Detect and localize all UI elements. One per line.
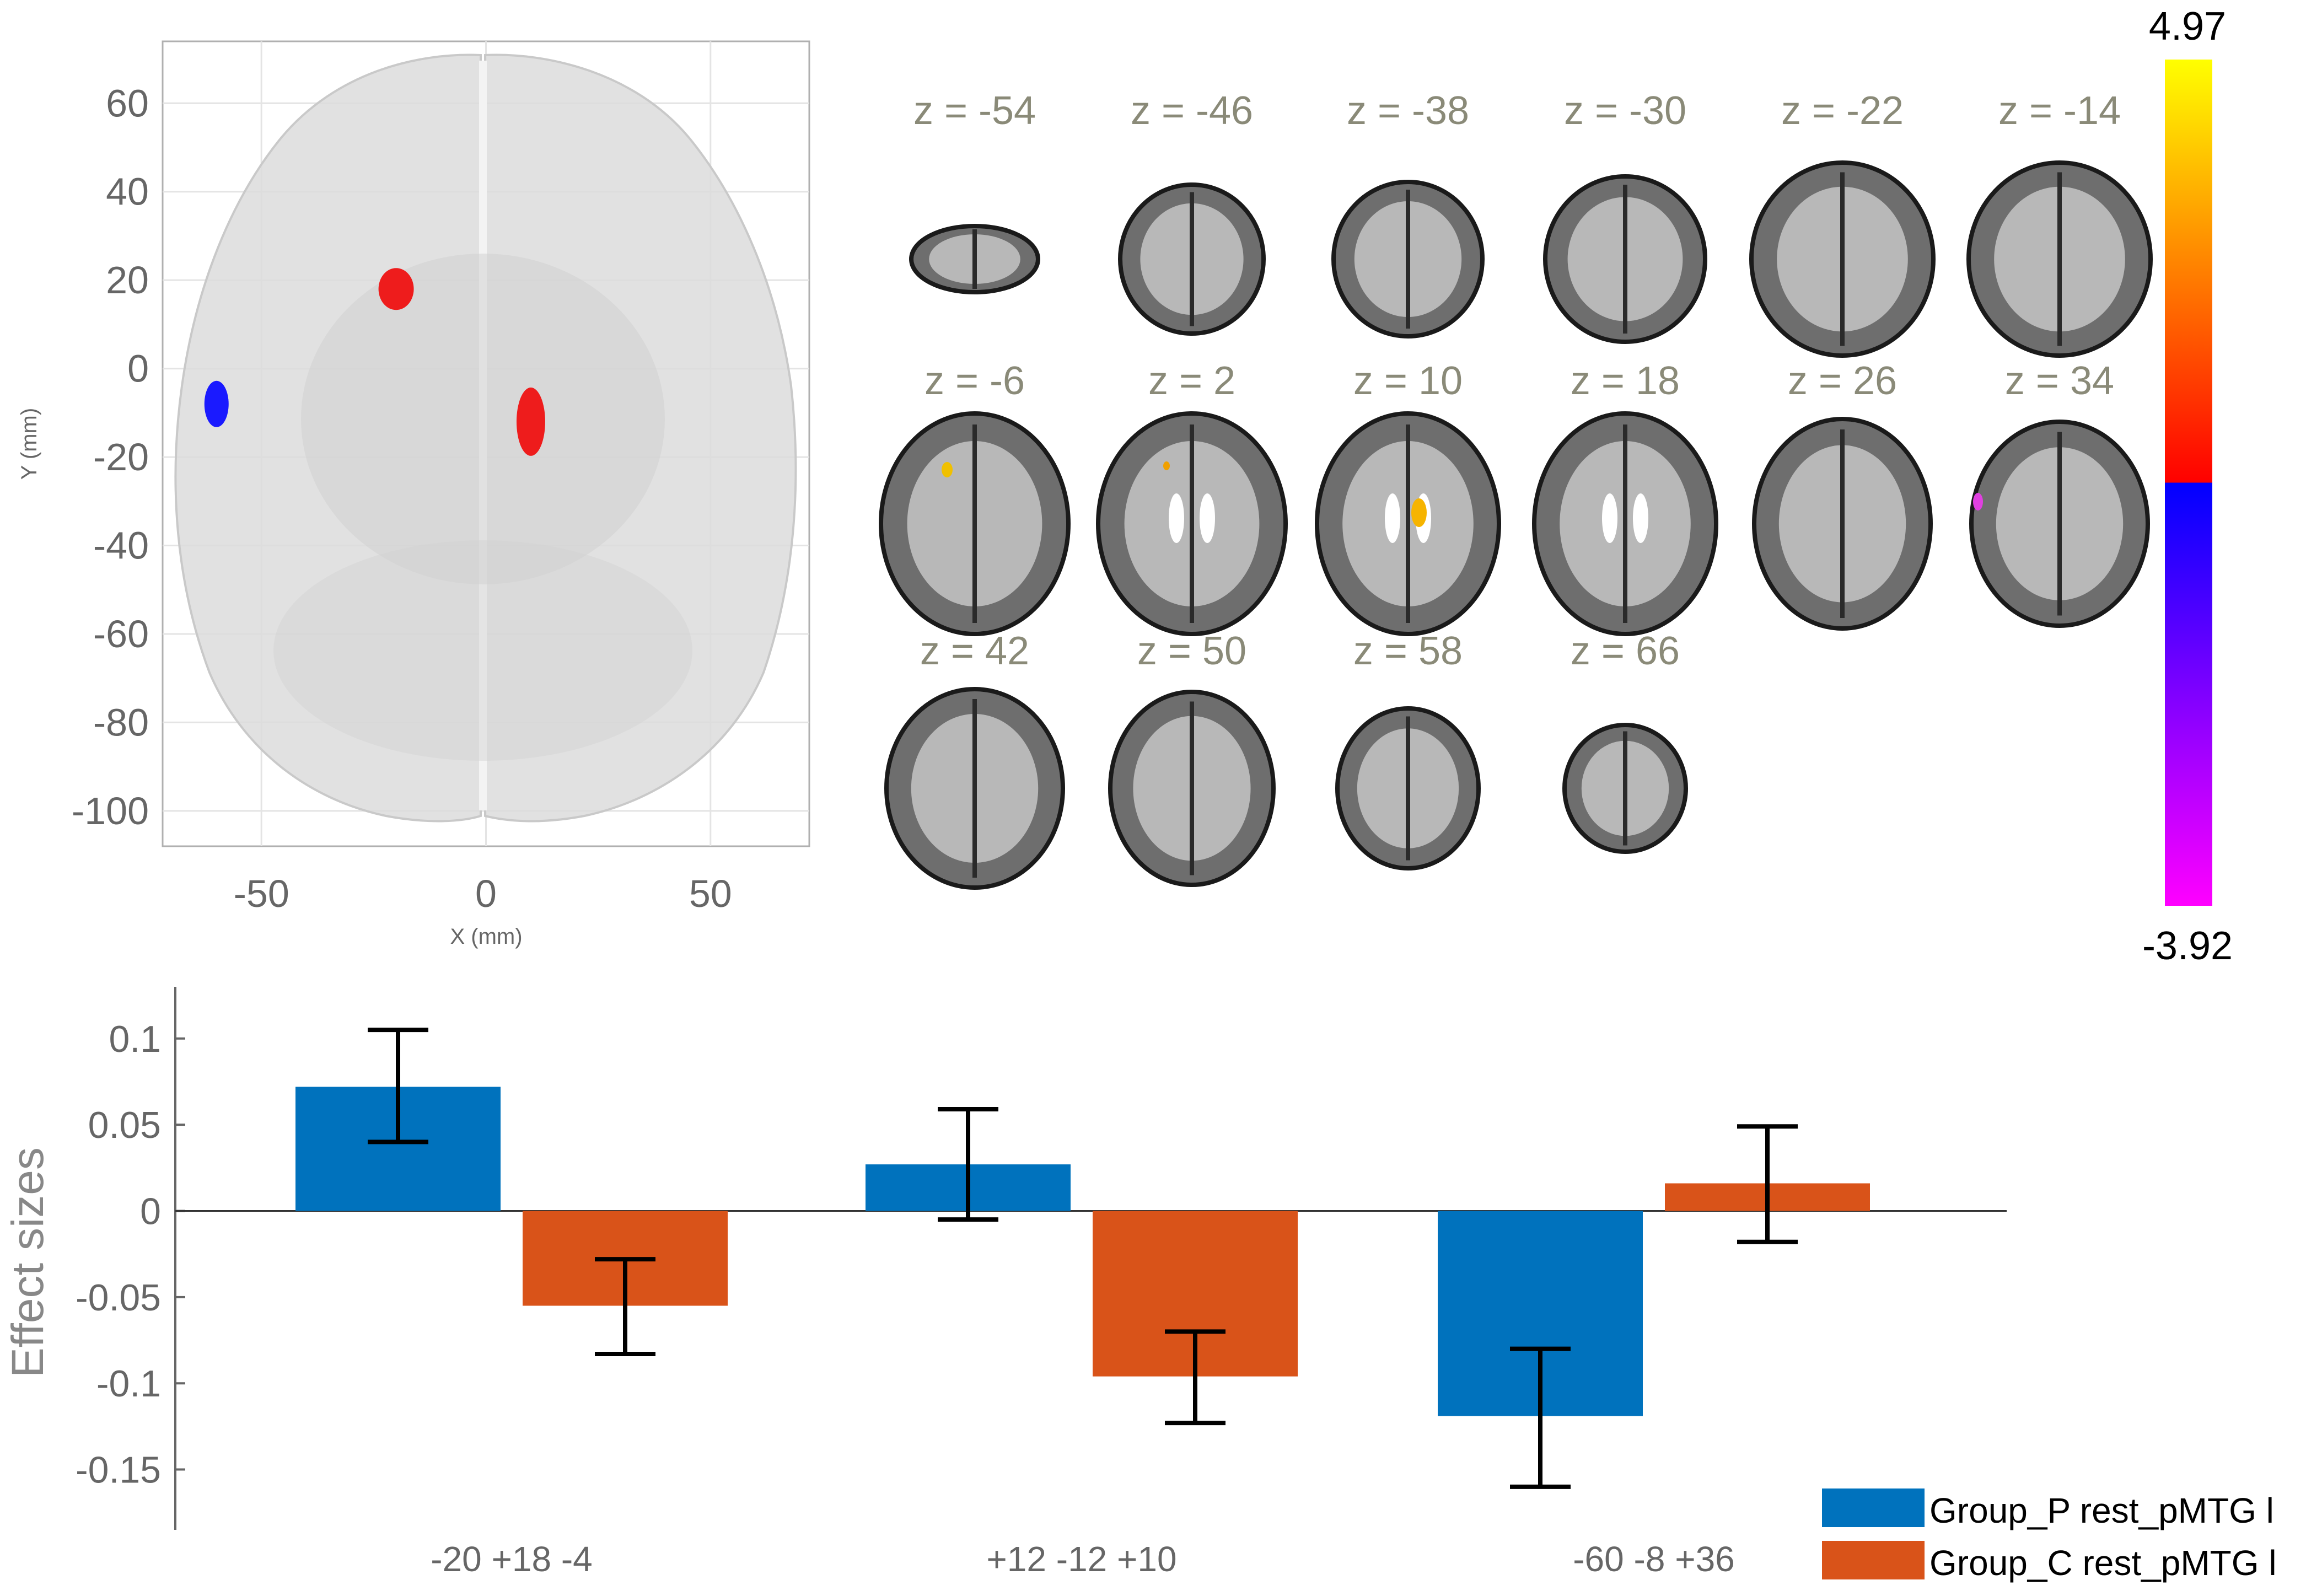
brain-inner-structure <box>301 254 665 584</box>
slice-ventricle <box>1602 493 1617 543</box>
legend-label-group-p: Group_P rest_pMTG l <box>1929 1491 2274 1530</box>
glass-brain-cluster-red <box>516 387 545 456</box>
slice-label: z = 58 <box>1353 629 1463 673</box>
legend-swatch-group-p <box>1822 1488 1925 1527</box>
glass-brain-x-ticks: -50 0 50 <box>234 872 732 915</box>
bar-y-tick-label: 0.05 <box>88 1104 161 1146</box>
slice-activation-blob <box>1973 493 1983 510</box>
slice-ventricle <box>1385 493 1400 543</box>
colorbar-gradient <box>2165 60 2212 906</box>
bar-x-tick-label: -60 -8 +36 <box>1573 1539 1735 1579</box>
slice-ventricle <box>1633 493 1648 543</box>
effect-size-bar-chart: 0.1 0.05 0 -0.05 -0.1 -0.15 -20 +18 -4 +12 -12… <box>3 987 2277 1583</box>
slice-label: z = 50 <box>1137 629 1246 673</box>
bar-chart-legend: Group_P rest_pMTG l Group_C rest_pMTG l <box>1822 1488 2277 1583</box>
slice-label: z = -14 <box>1998 89 2121 133</box>
bar-chart-ylabel: Effect sizes <box>3 1147 53 1378</box>
glass-x-tick-label: 50 <box>689 872 732 915</box>
glass-y-tick-label: 0 <box>127 347 149 390</box>
slice-label: z = 34 <box>2005 359 2114 403</box>
bar-chart-y-ticks: 0.1 0.05 0 -0.05 -0.1 -0.15 <box>76 1018 185 1491</box>
slice-label: z = 18 <box>1571 359 1680 403</box>
bar-y-tick-label: 0 <box>140 1191 161 1233</box>
slice-label: z = -6 <box>925 359 1025 403</box>
bar-y-tick-label: 0.1 <box>109 1018 161 1060</box>
axial-slices-montage: z = -54 z = -46 z = -38 z = -30 z = -22 z = -… <box>879 89 2153 890</box>
slice-activation-blob <box>1411 498 1427 527</box>
bar-y-tick-label: -0.05 <box>76 1277 161 1319</box>
slice-activation-blob <box>942 462 953 477</box>
glass-brain-outline <box>174 53 797 823</box>
colorbar-max-label: 4.97 <box>2149 4 2226 49</box>
slice-activation-blob <box>1163 461 1170 470</box>
glass-y-tick-label: -80 <box>93 701 149 744</box>
glass-brain-panel: -50 0 50 60 40 20 0 -20 -40 -60 -80 -100 X (mm) Y … <box>17 40 810 949</box>
slice-label: z = 42 <box>920 629 1029 673</box>
bar-x-tick-label: +12 -12 +10 <box>986 1539 1176 1579</box>
glass-x-tick-label: 0 <box>475 872 497 915</box>
glass-y-tick-label: 60 <box>106 82 149 125</box>
slice-ventricle <box>1200 493 1215 543</box>
glass-x-tick-label: -50 <box>234 872 289 915</box>
glass-y-tick-label: 20 <box>106 259 149 302</box>
brain-cerebellum-shadow <box>273 540 692 761</box>
slice-ventricle <box>1169 493 1184 543</box>
bar-chart-error-bars <box>368 1028 1798 1489</box>
slice-label: z = -38 <box>1347 89 1469 133</box>
slice-label: z = 10 <box>1353 359 1463 403</box>
legend-label-group-c: Group_C rest_pMTG l <box>1929 1543 2277 1583</box>
glass-brain-ylabel: Y (mm) <box>17 408 41 480</box>
slice-label: z = 26 <box>1788 359 1897 403</box>
colorbar-min-label: -3.92 <box>2142 924 2233 968</box>
slice-label: z = -46 <box>1131 89 1253 133</box>
glass-brain-xlabel: X (mm) <box>450 925 522 949</box>
bar-y-tick-label: -0.1 <box>96 1363 161 1405</box>
glass-brain-clusters <box>204 268 545 456</box>
glass-brain-y-ticks: 60 40 20 0 -20 -40 -60 -80 -100 <box>72 82 149 832</box>
glass-y-tick-label: -40 <box>93 524 149 567</box>
bar-chart-bars <box>295 1087 1870 1416</box>
glass-brain-cluster-blue <box>204 380 229 427</box>
glass-y-tick-label: -20 <box>93 436 149 479</box>
glass-y-tick-label: -60 <box>93 612 149 655</box>
colorbar: 4.97 -3.92 <box>2142 4 2233 968</box>
legend-swatch-group-c <box>1822 1541 1925 1579</box>
slice-label: z = -30 <box>1564 89 1686 133</box>
glass-y-tick-label: -100 <box>72 789 149 832</box>
bar-x-tick-label: -20 +18 -4 <box>431 1539 593 1579</box>
bar-chart-x-ticks: -20 +18 -4 +12 -12 +10 -60 -8 +36 <box>431 1539 1735 1579</box>
slice-label: z = 2 <box>1148 359 1235 403</box>
glass-y-tick-label: 40 <box>106 170 149 213</box>
slice-label: z = -54 <box>913 89 1036 133</box>
bar-y-tick-label: -0.15 <box>76 1449 161 1491</box>
slice-label: z = -22 <box>1781 89 1904 133</box>
slice-label: z = 66 <box>1571 629 1680 673</box>
glass-brain-cluster-red <box>378 268 414 310</box>
